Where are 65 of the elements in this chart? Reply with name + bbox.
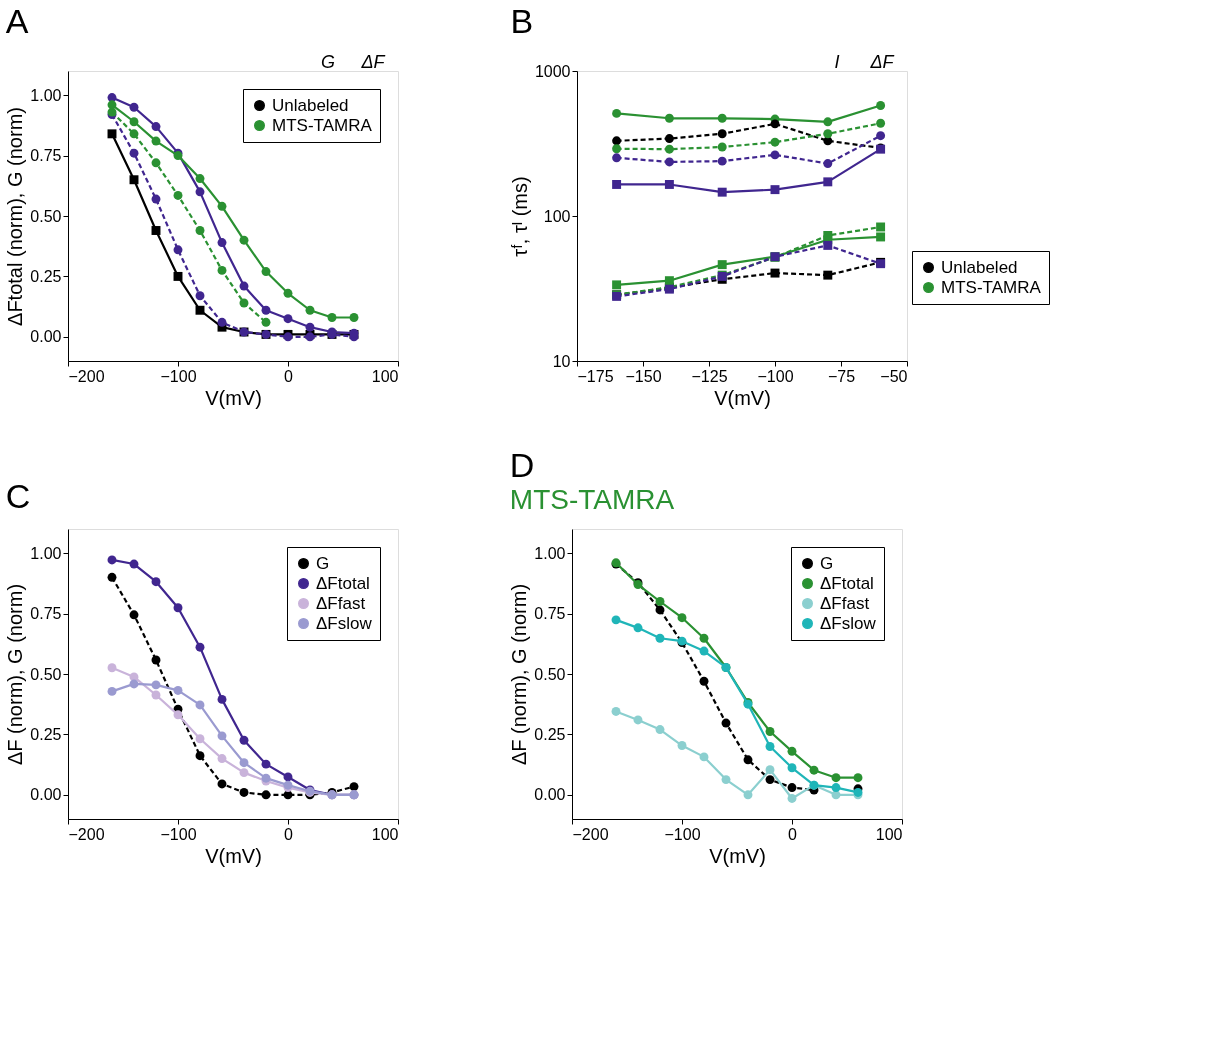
- x-tick-label: −100: [757, 367, 794, 385]
- x-tick-label: 0: [284, 825, 294, 843]
- x-tick-label: −200: [68, 367, 105, 385]
- legend-label: ΔFtotal: [316, 573, 370, 593]
- x-tick-label: 100: [371, 825, 399, 843]
- y-tick-label: 1000: [534, 62, 571, 80]
- y-tick-label: 0.25: [30, 725, 62, 743]
- y-axis-title: τᶠ, τᴵ (ms): [508, 176, 531, 257]
- x-tick-label: 100: [371, 367, 399, 385]
- x-tick-label: −100: [160, 367, 197, 385]
- y-tick-label: 0.50: [30, 665, 62, 683]
- chart-title: D: [509, 446, 535, 484]
- y-tick-label: 0.50: [534, 665, 566, 683]
- y-axis-title: ΔF (norm), G (norm): [4, 583, 27, 766]
- legend-label: MTS-TAMRA: [272, 115, 373, 135]
- x-tick-label: −50: [880, 367, 908, 385]
- y-tick-label: 0.00: [30, 786, 62, 804]
- chart-subtitle: MTS-TAMRA: [509, 484, 675, 515]
- y-tick-label: 100: [543, 207, 571, 225]
- y-axis-title: ΔFtotal (norm), G (norm): [4, 107, 27, 326]
- legend-label: ΔFfast: [820, 593, 870, 613]
- y-tick-label: 0.00: [30, 328, 62, 346]
- x-tick-label: 0: [284, 367, 294, 385]
- x-tick-label: −200: [68, 825, 105, 843]
- chart-title: B: [510, 2, 534, 40]
- legend-label: ΔFfast: [316, 593, 366, 613]
- y-tick-label: 0.25: [534, 725, 566, 743]
- x-tick-label: 100: [875, 825, 903, 843]
- legend-label: ΔFslow: [316, 613, 373, 633]
- y-tick-label: 0.50: [30, 207, 62, 225]
- x-tick-label: −75: [827, 367, 856, 385]
- legend-label: G: [316, 553, 330, 573]
- legend-label: MTS-TAMRA: [941, 277, 1042, 297]
- x-axis-title: V(mV): [205, 844, 262, 867]
- y-tick-label: 0.00: [534, 786, 566, 804]
- x-tick-label: 0: [788, 825, 798, 843]
- legend-label: G: [820, 553, 834, 573]
- x-axis-title: V(mV): [205, 386, 262, 409]
- legend-label: ΔFslow: [820, 613, 877, 633]
- legend-label: Unlabeled: [941, 257, 1018, 277]
- annotation: ΔF: [869, 52, 895, 72]
- x-tick-label: −100: [160, 825, 197, 843]
- y-tick-label: 0.75: [30, 605, 62, 623]
- x-tick-label: −150: [625, 367, 662, 385]
- y-tick-label: 0.75: [30, 147, 62, 165]
- legend-label: Unlabeled: [272, 95, 349, 115]
- y-tick-label: 0.75: [534, 605, 566, 623]
- chart-title: A: [5, 2, 29, 40]
- annotation: I: [834, 52, 840, 72]
- x-axis-title: V(mV): [714, 386, 771, 409]
- annotation: G: [320, 52, 336, 72]
- y-tick-label: 1.00: [30, 86, 62, 104]
- x-tick-label: −200: [572, 825, 609, 843]
- y-tick-label: 0.25: [30, 267, 62, 285]
- chart-title: C: [5, 477, 31, 515]
- x-tick-label: −175: [577, 367, 614, 385]
- x-tick-label: −100: [664, 825, 701, 843]
- y-tick-label: 1.00: [534, 544, 566, 562]
- y-tick-label: 1.00: [30, 544, 62, 562]
- x-tick-label: −125: [691, 367, 728, 385]
- x-axis-title: V(mV): [709, 844, 766, 867]
- annotation: ΔF: [360, 52, 386, 72]
- y-axis-title: ΔF (norm), G (norm): [508, 583, 531, 766]
- legend-label: ΔFtotal: [820, 573, 874, 593]
- y-tick-label: 10: [552, 352, 571, 370]
